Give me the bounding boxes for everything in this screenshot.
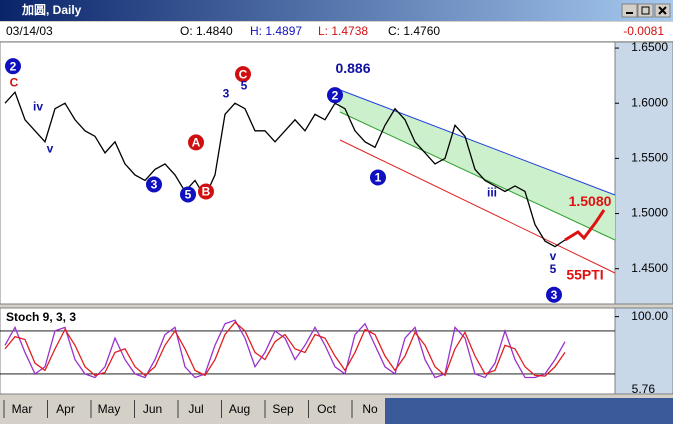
x-tick-label: Jun bbox=[143, 402, 162, 416]
wave-label: B bbox=[202, 185, 211, 199]
wave-label: A bbox=[192, 136, 201, 150]
close: C: 1.4760 bbox=[388, 24, 440, 38]
time-axis-bg bbox=[385, 398, 673, 424]
high: H: 1.4897 bbox=[250, 24, 302, 38]
y-tick-label: 1.5500 bbox=[631, 151, 668, 165]
x-tick-label: Mar bbox=[12, 402, 33, 416]
wave-label: 5 bbox=[241, 78, 248, 92]
change: -0.0081 bbox=[623, 24, 664, 38]
y-tick-label: 1.4500 bbox=[631, 261, 668, 275]
y-tick-label: 1.6000 bbox=[631, 95, 668, 109]
wave-label: 3 bbox=[551, 288, 558, 302]
wave-circle bbox=[235, 66, 251, 83]
wave-label: 5 bbox=[185, 188, 192, 202]
wave-label: 3 bbox=[223, 86, 230, 100]
wave-label: 5 bbox=[550, 262, 557, 276]
price-axis bbox=[614, 41, 673, 305]
channel-fill bbox=[335, 88, 615, 240]
panel-title: Stoch 9, 3, 3 bbox=[6, 310, 76, 324]
x-tick-label: Aug bbox=[229, 402, 250, 416]
low: L: 1.4738 bbox=[318, 24, 368, 38]
channel-mid bbox=[339, 111, 616, 241]
wave-label: v bbox=[550, 249, 557, 263]
y-tick-label: 1.6500 bbox=[631, 40, 668, 54]
x-tick-label: Sep bbox=[272, 402, 294, 416]
wave-label: 1.5080 bbox=[569, 193, 612, 209]
x-tick-label: Jul bbox=[188, 402, 203, 416]
wave-label: 3 bbox=[151, 178, 158, 192]
wave-circle bbox=[146, 176, 162, 193]
title-bar bbox=[0, 0, 673, 21]
wave-circle bbox=[198, 183, 214, 200]
y-tick-label: 1.5000 bbox=[631, 206, 668, 220]
window-title: 加圆, Daily bbox=[21, 2, 82, 17]
open: O: 1.4840 bbox=[180, 24, 233, 38]
wave-label: 55PTI bbox=[566, 266, 603, 282]
channel-top bbox=[334, 87, 616, 196]
wave-label: 1 bbox=[375, 171, 382, 185]
wave-circle bbox=[546, 286, 562, 303]
wave-circle bbox=[370, 169, 386, 186]
header-bar bbox=[0, 22, 673, 41]
wave-label: C bbox=[10, 75, 19, 89]
price-line bbox=[4, 90, 566, 248]
stoch-line bbox=[4, 321, 566, 377]
wave-label: v bbox=[47, 142, 54, 156]
stoch-last: 5.76 bbox=[632, 382, 656, 396]
wave-label: 2 bbox=[10, 59, 17, 73]
wave-circle bbox=[180, 186, 196, 203]
channel-bottom bbox=[339, 139, 616, 274]
date: 03/14/03 bbox=[6, 24, 53, 38]
forecast-arrow bbox=[564, 209, 606, 242]
wave-label: C bbox=[239, 67, 248, 81]
x-tick-label: May bbox=[98, 402, 121, 416]
wave-circle bbox=[188, 134, 204, 151]
wave-circle bbox=[5, 58, 21, 75]
x-tick-label: No bbox=[362, 402, 378, 416]
stoch-panel bbox=[0, 307, 616, 395]
wave-label: 0.886 bbox=[335, 60, 370, 76]
y-tick-label: 100.00 bbox=[631, 309, 668, 323]
wave-label: iv bbox=[33, 99, 43, 113]
x-tick-label: Oct bbox=[317, 402, 336, 416]
time-axis bbox=[0, 398, 385, 420]
wave-circle bbox=[327, 87, 343, 104]
wave-label: 2 bbox=[332, 88, 339, 102]
wave-label: iii bbox=[487, 186, 497, 200]
stoch-axis bbox=[614, 307, 673, 395]
window-buttons[interactable] bbox=[621, 3, 671, 18]
x-tick-label: Apr bbox=[56, 402, 75, 416]
